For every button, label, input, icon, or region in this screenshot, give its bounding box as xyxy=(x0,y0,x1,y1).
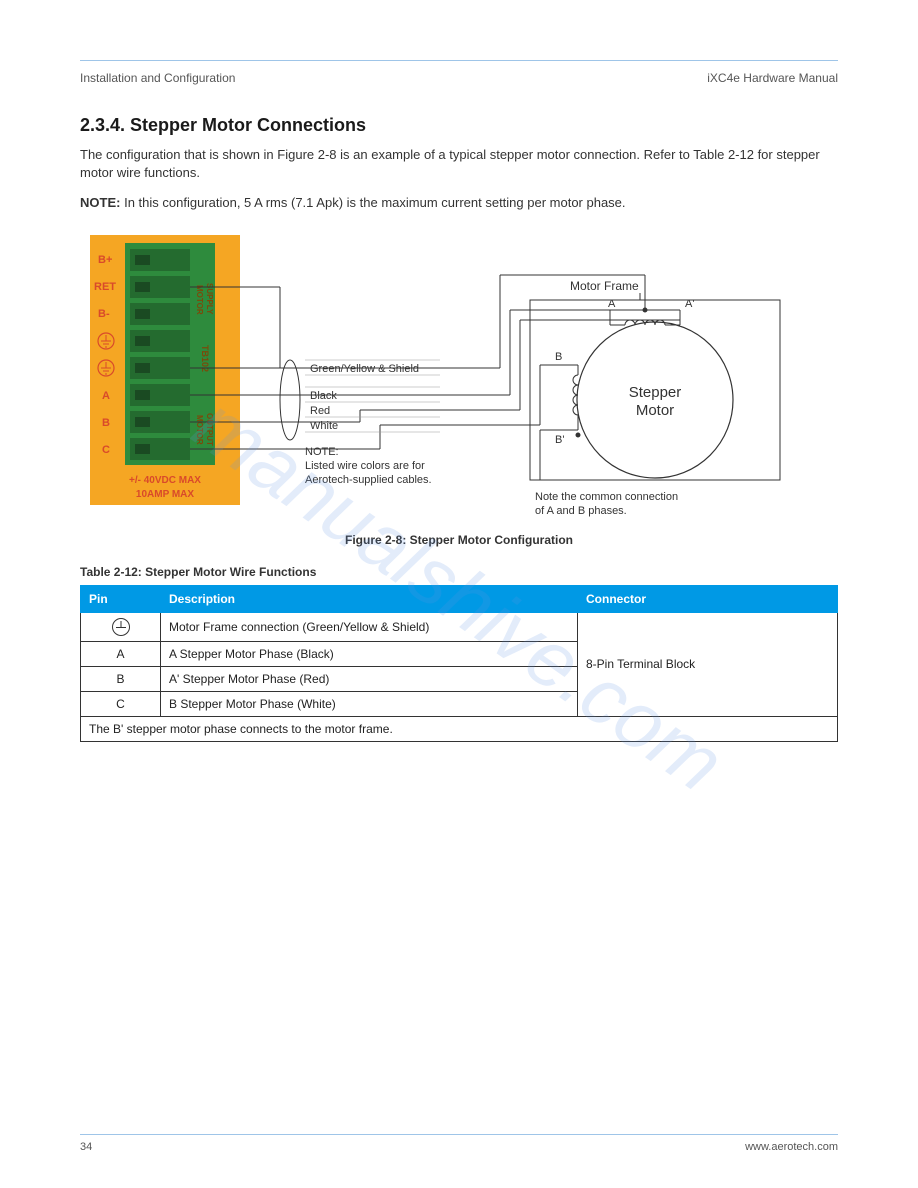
cell-pin: B xyxy=(81,666,161,691)
table-header-row: Pin Description Connector xyxy=(81,585,838,612)
table-caption: Table 2-12: Stepper Motor Wire Functions xyxy=(80,565,838,579)
footer: 34 www.aerotech.com xyxy=(80,1134,838,1153)
wire-labels: Green/Yellow & Shield Black Red White xyxy=(310,363,419,432)
svg-text:C: C xyxy=(102,444,110,456)
note-text: In this configuration, 5 A rms (7.1 Apk)… xyxy=(124,195,625,210)
amp-label: 10AMP MAX xyxy=(136,489,194,500)
figure-caption: Figure 2-8: Stepper Motor Configuration xyxy=(80,533,838,547)
svg-text:MOTOR: MOTOR xyxy=(195,285,204,315)
col-conn: Connector xyxy=(578,585,838,612)
ground-icon xyxy=(112,618,130,636)
svg-text:A: A xyxy=(102,390,110,402)
svg-text:A: A xyxy=(608,298,616,310)
header-left: Installation and Configuration xyxy=(80,71,235,85)
svg-text:A': A' xyxy=(685,298,694,310)
cell-conn: 8-Pin Terminal Block xyxy=(578,612,838,716)
svg-text:B: B xyxy=(102,417,110,429)
motor-wires xyxy=(440,275,680,480)
motor-label-1: Stepper xyxy=(629,384,682,401)
footer-url: www.aerotech.com xyxy=(745,1141,838,1153)
table-footnote: The B' stepper motor phase connects to t… xyxy=(81,716,838,741)
svg-text:B-: B- xyxy=(98,308,110,320)
col-pin: Pin xyxy=(81,585,161,612)
cell-desc: Motor Frame connection (Green/Yellow & S… xyxy=(161,612,578,641)
svg-text:B+: B+ xyxy=(98,254,112,266)
table-footnote-row: The B' stepper motor phase connects to t… xyxy=(81,716,838,741)
cell-pin: C xyxy=(81,691,161,716)
wire-note-2: Aerotech-supplied cables. xyxy=(305,474,432,486)
section-note: NOTE: In this configuration, 5 A rms (7.… xyxy=(80,194,838,212)
connector-table: Pin Description Connector Motor Frame co… xyxy=(80,585,838,742)
table-row: Motor Frame connection (Green/Yellow & S… xyxy=(81,612,838,641)
svg-text:MOTOR: MOTOR xyxy=(195,415,204,445)
svg-text:B: B xyxy=(555,351,562,363)
wiring-diagram: B+ RET B- A B C MOTOR SUPPLY TB102 MOTOR… xyxy=(80,225,800,525)
bottom-rule xyxy=(80,1134,838,1135)
note-bold: NOTE: xyxy=(80,195,120,210)
svg-text:White: White xyxy=(310,420,338,432)
col-desc: Description xyxy=(161,585,578,612)
cell-desc: A Stepper Motor Phase (Black) xyxy=(161,641,578,666)
motor-label-2: Motor xyxy=(636,402,674,419)
top-rule xyxy=(80,60,838,61)
vdc-label: +/- 40VDC MAX xyxy=(129,475,201,486)
svg-text:B': B' xyxy=(555,434,564,446)
figure: B+ RET B- A B C MOTOR SUPPLY TB102 MOTOR… xyxy=(80,225,800,525)
svg-text:Black: Black xyxy=(310,390,337,402)
cell-desc: A' Stepper Motor Phase (Red) xyxy=(161,666,578,691)
svg-text:RET: RET xyxy=(94,281,116,293)
svg-text:Red: Red xyxy=(310,405,330,417)
coil-a xyxy=(610,300,680,325)
section-text: The configuration that is shown in Figur… xyxy=(80,146,838,182)
svg-text:OUTPUT: OUTPUT xyxy=(205,413,214,446)
cell-pin xyxy=(81,612,161,641)
wire-note-title: NOTE: xyxy=(305,446,339,458)
header-right: iXC4e Hardware Manual xyxy=(707,71,838,85)
motor-frame-label: Motor Frame xyxy=(570,279,639,293)
svg-text:SUPPLY: SUPPLY xyxy=(205,283,214,315)
motor-note-1: Note the common connection xyxy=(535,491,678,503)
header: Installation and Configuration iXC4e Har… xyxy=(80,71,838,85)
cell-pin: A xyxy=(81,641,161,666)
motor-note-2: of A and B phases. xyxy=(535,505,627,517)
page-number: 34 xyxy=(80,1141,92,1153)
wire-note-1: Listed wire colors are for xyxy=(305,460,425,472)
section-title: 2.3.4. Stepper Motor Connections xyxy=(80,115,838,136)
svg-text:Green/Yellow & Shield: Green/Yellow & Shield xyxy=(310,363,419,375)
cell-desc: B Stepper Motor Phase (White) xyxy=(161,691,578,716)
